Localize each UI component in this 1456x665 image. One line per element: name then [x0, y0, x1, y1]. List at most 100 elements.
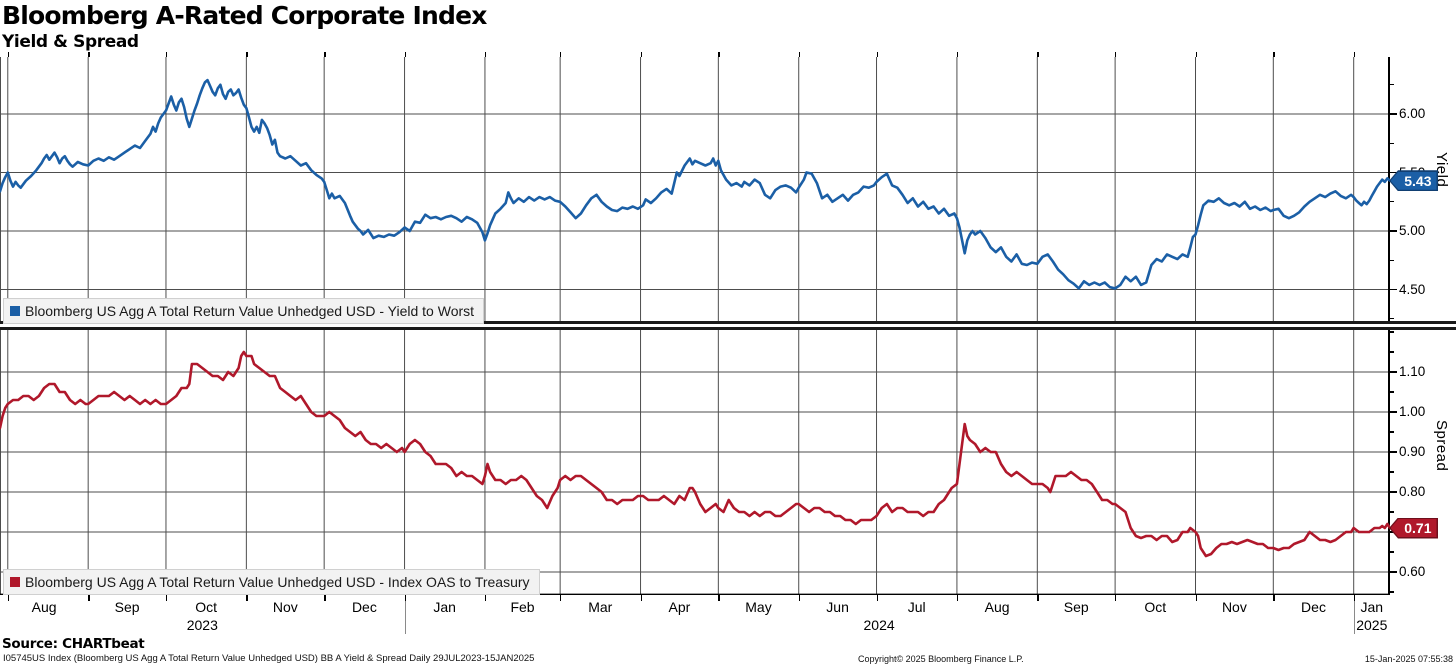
month-tick-top: [1195, 52, 1197, 57]
month-tick-bottom: [876, 595, 878, 601]
y-major-tick: [1390, 411, 1397, 413]
month-tick-top: [718, 52, 720, 57]
month-tick-bottom: [1353, 595, 1356, 601]
copyright-label: Copyright© 2025 Bloomberg Finance L.P.: [858, 654, 1024, 664]
y-major-tick: [1390, 230, 1397, 232]
month-tick-top: [484, 52, 487, 57]
y-major-tick: [1390, 371, 1397, 373]
spread-line: [0, 350, 1390, 558]
month-tick-bottom: [718, 595, 720, 601]
month-tick-bottom: [1195, 595, 1197, 601]
x-month-label: Sep: [1063, 599, 1089, 615]
page-title: Bloomberg A-Rated Corporate Index: [2, 1, 487, 30]
y-minor-tick: [1390, 201, 1394, 203]
month-tick-top: [560, 52, 562, 57]
panel-divider: [0, 321, 1456, 330]
month-tick-bottom: [324, 595, 326, 601]
y-tick-label: 1.00: [1399, 404, 1426, 419]
x-month-label: Aug: [984, 599, 1010, 615]
x-month-label: Aug: [31, 599, 57, 615]
year-separator: [404, 597, 406, 634]
yield-legend: Bloomberg US Agg A Total Return Value Un…: [3, 298, 485, 324]
x-month-label: Sep: [114, 599, 140, 615]
month-tick-top: [1353, 52, 1356, 57]
month-tick-bottom: [7, 595, 10, 601]
y-minor-tick: [1390, 391, 1394, 393]
y-tick-label: 0.90: [1399, 444, 1426, 459]
x-month-label: Nov: [272, 599, 298, 615]
source-label: Source: CHARTbeat: [2, 636, 145, 652]
yield-line: [0, 78, 1390, 290]
yield-legend-label: Bloomberg US Agg A Total Return Value Un…: [25, 303, 475, 319]
month-tick-top: [798, 52, 801, 57]
y-major-tick: [1390, 171, 1397, 174]
y-minor-tick: [1390, 259, 1394, 261]
month-tick-bottom: [484, 595, 487, 601]
y-minor-tick: [1390, 351, 1394, 353]
y-tick-label: 6.00: [1399, 106, 1426, 121]
x-month-label: Mar: [588, 599, 613, 615]
y-major-tick: [1390, 451, 1397, 453]
x-month-label: Jan: [433, 599, 456, 615]
yield-chart-panel[interactable]: [0, 57, 1390, 322]
yield-last-value-tag: 5.43: [1389, 170, 1438, 192]
spread-legend-swatch-icon: [10, 577, 20, 587]
x-month-label: Jun: [826, 599, 849, 615]
month-tick-bottom: [88, 595, 90, 601]
index-description-note: I05745US Index (Bloomberg US Agg A Total…: [3, 653, 535, 664]
month-tick-top: [166, 52, 168, 57]
month-tick-bottom: [1037, 595, 1039, 601]
x-month-label: Dec: [1301, 599, 1326, 615]
y-tick-label: 0.80: [1399, 484, 1426, 499]
x-year-label: 2025: [1356, 617, 1388, 633]
y-major-tick: [1390, 113, 1397, 115]
yield-legend-swatch-icon: [10, 306, 20, 316]
x-month-label: Nov: [1221, 599, 1247, 615]
y-major-tick: [1390, 288, 1397, 291]
spread-chart-panel[interactable]: [0, 330, 1390, 595]
spread-axis-title: Spread: [1433, 420, 1450, 472]
y-major-tick: [1390, 491, 1397, 493]
y-minor-tick: [1390, 431, 1394, 433]
x-month-label: Feb: [510, 599, 535, 615]
y-minor-tick: [1390, 471, 1394, 473]
month-tick-bottom: [246, 595, 248, 601]
month-tick-bottom: [166, 595, 168, 601]
month-tick-top: [640, 52, 642, 57]
spread-legend: Bloomberg US Agg A Total Return Value Un…: [3, 569, 540, 595]
month-tick-bottom: [798, 595, 801, 601]
month-tick-bottom: [1273, 595, 1275, 601]
y-minor-tick: [1390, 511, 1394, 513]
spread-last-value-tag: 0.71: [1389, 517, 1438, 539]
y-major-tick: [1390, 571, 1397, 573]
month-tick-bottom: [640, 595, 642, 601]
spread-tag-value: 0.71: [1390, 519, 1437, 537]
y-minor-tick: [1390, 551, 1394, 553]
month-tick-bottom: [1115, 595, 1117, 601]
timestamp-label: 15-Jan-2025 07:55:38: [1364, 654, 1453, 664]
y-tick-label: 0.60: [1399, 564, 1426, 579]
month-tick-top: [88, 52, 90, 57]
x-month-label: Oct: [195, 599, 218, 615]
x-month-label: Jan: [1360, 599, 1384, 615]
month-tick-bottom: [404, 595, 406, 601]
month-tick-top: [324, 52, 326, 57]
month-tick-top: [956, 52, 959, 57]
page-subtitle: Yield & Spread: [2, 32, 139, 52]
month-tick-top: [404, 52, 406, 57]
x-month-label: Jul: [907, 599, 926, 615]
y-tick-label: 1.10: [1399, 364, 1426, 379]
x-year-label: 2023: [186, 617, 218, 633]
yield-tag-value: 5.43: [1390, 171, 1437, 190]
y-tick-label: 5.00: [1399, 223, 1426, 238]
month-tick-bottom: [560, 595, 562, 601]
month-tick-top: [1273, 52, 1275, 57]
x-month-label: Apr: [668, 599, 691, 615]
y-tick-label: 4.50: [1399, 281, 1426, 297]
y-minor-tick: [1390, 331, 1394, 333]
month-tick-top: [246, 52, 248, 57]
month-tick-bottom: [956, 595, 959, 601]
x-month-label: Oct: [1144, 599, 1167, 615]
month-tick-top: [1115, 52, 1117, 57]
